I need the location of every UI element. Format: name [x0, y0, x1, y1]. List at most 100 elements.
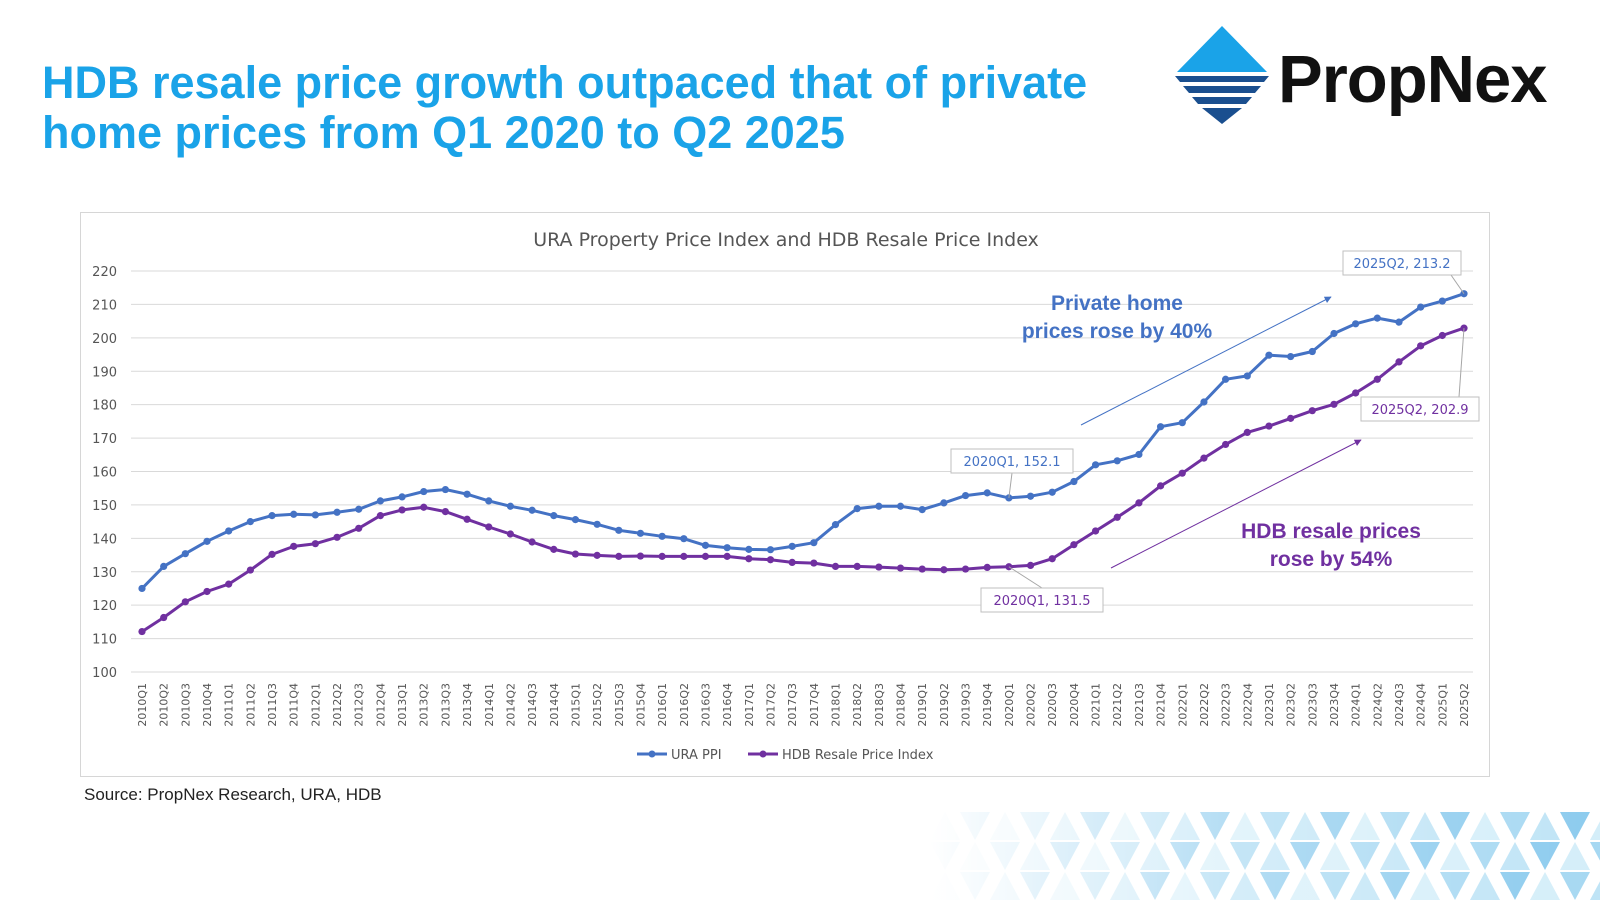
data-point [1417, 303, 1425, 311]
legend-ura-marker [648, 750, 656, 758]
data-point [940, 566, 948, 574]
x-tick-label: 2018Q2 [851, 683, 864, 727]
data-point [138, 584, 146, 593]
data-point [225, 580, 233, 588]
data-point [571, 550, 580, 558]
data-point [311, 540, 319, 548]
data-point [723, 552, 731, 560]
data-point [1287, 414, 1295, 422]
x-tick-label: 2024Q3 [1393, 683, 1406, 727]
data-point [528, 506, 536, 514]
data-point [376, 497, 384, 505]
data-point [1200, 454, 1208, 462]
data-label-box [1342, 250, 1462, 276]
data-point [875, 502, 883, 510]
data-point [1113, 513, 1121, 521]
data-point [138, 627, 146, 636]
x-tick-label: 2016Q1 [656, 683, 669, 727]
x-tick-label: 2018Q3 [873, 683, 886, 727]
x-tick-label: 2023Q1 [1263, 683, 1276, 727]
x-tick-label: 2022Q2 [1198, 683, 1211, 727]
data-point [766, 546, 775, 554]
data-point [463, 515, 471, 523]
x-tick-label: 2012Q3 [353, 683, 366, 727]
data-point [1222, 440, 1230, 449]
data-label: 2020Q1, 131.5 [980, 566, 1104, 613]
x-tick-label: 2021Q3 [1133, 683, 1146, 727]
x-tick-label: 2014Q3 [526, 683, 539, 727]
y-tick-label: 200 [92, 332, 117, 347]
data-point [441, 485, 450, 494]
y-tick-label: 210 [92, 298, 117, 313]
x-tick-label: 2011Q1 [223, 683, 236, 727]
y-tick-label: 110 [92, 633, 117, 648]
private-callout-line2: prices rose by 40% [1022, 320, 1213, 343]
data-point [918, 565, 926, 573]
x-tick-label: 2020Q1 [1003, 683, 1016, 727]
x-tick-label: 2016Q2 [678, 683, 691, 727]
x-tick-label: 2019Q4 [981, 683, 994, 727]
data-point [1026, 561, 1035, 570]
data-point [1308, 347, 1316, 356]
x-tick-label: 2010Q4 [201, 683, 214, 727]
data-point [181, 598, 189, 606]
data-point [1243, 372, 1251, 380]
data-point [983, 489, 991, 497]
series-layer [138, 290, 1468, 636]
x-tick-label: 2019Q2 [938, 683, 951, 727]
data-point [1373, 375, 1381, 383]
y-tick-label: 220 [92, 265, 117, 280]
data-point [203, 537, 211, 545]
leader-line [1008, 566, 1043, 589]
leader-line [1008, 472, 1013, 498]
data-point [745, 545, 753, 553]
source-note: Source: PropNex Research, URA, HDB [84, 785, 382, 804]
x-tick-label: 2024Q1 [1350, 683, 1363, 727]
x-tick-label: 2019Q3 [960, 683, 973, 727]
data-point [680, 552, 688, 560]
x-tick-label: 2025Q1 [1436, 683, 1449, 727]
x-tick-label: 2015Q3 [613, 683, 626, 727]
data-point [658, 552, 666, 560]
data-point [1091, 461, 1100, 469]
legend: URA PPI HDB Resale Price Index [637, 748, 934, 763]
x-tick-label: 2018Q4 [895, 683, 908, 727]
data-point [961, 491, 970, 500]
data-point [1156, 423, 1165, 431]
x-tick-label: 2023Q3 [1306, 683, 1319, 727]
data-point [160, 613, 168, 622]
data-point [485, 523, 493, 531]
data-point [723, 544, 731, 552]
decorative-triangle-pattern [930, 812, 1600, 900]
data-point [745, 555, 753, 563]
x-tick-label: 2016Q3 [699, 683, 712, 727]
data-point [766, 556, 775, 564]
x-tick-label: 2013Q1 [396, 683, 409, 727]
data-point [268, 550, 276, 558]
x-tick-label: 2016Q4 [721, 683, 734, 727]
data-point [831, 521, 840, 529]
x-tick-label: 2015Q2 [591, 683, 604, 727]
data-point [441, 508, 450, 516]
data-label-box [1360, 396, 1480, 422]
x-tick-label: 2012Q4 [374, 683, 387, 727]
data-point [1395, 318, 1403, 326]
series-line [140, 292, 1465, 590]
x-tick-label: 2024Q2 [1371, 683, 1384, 727]
x-tick-label: 2021Q1 [1090, 683, 1103, 727]
legend-hdb-label: HDB Resale Price Index [782, 748, 934, 763]
chart-title: URA Property Price Index and HDB Resale … [533, 229, 1039, 251]
data-point [636, 552, 645, 560]
x-tick-label: 2013Q2 [418, 683, 431, 727]
data-point [961, 565, 970, 573]
data-point [701, 541, 710, 549]
x-tick-label: 2023Q2 [1285, 683, 1298, 727]
data-point [983, 563, 991, 572]
data-point [203, 587, 211, 596]
data-label-text: 2020Q1, 152.1 [963, 455, 1060, 470]
slide-title: HDB resale price growth outpaced that of… [42, 58, 1162, 158]
data-point [896, 564, 905, 572]
data-point [1373, 314, 1381, 322]
x-tick-label: 2017Q4 [808, 683, 821, 727]
legend-ura-label: URA PPI [671, 748, 722, 763]
